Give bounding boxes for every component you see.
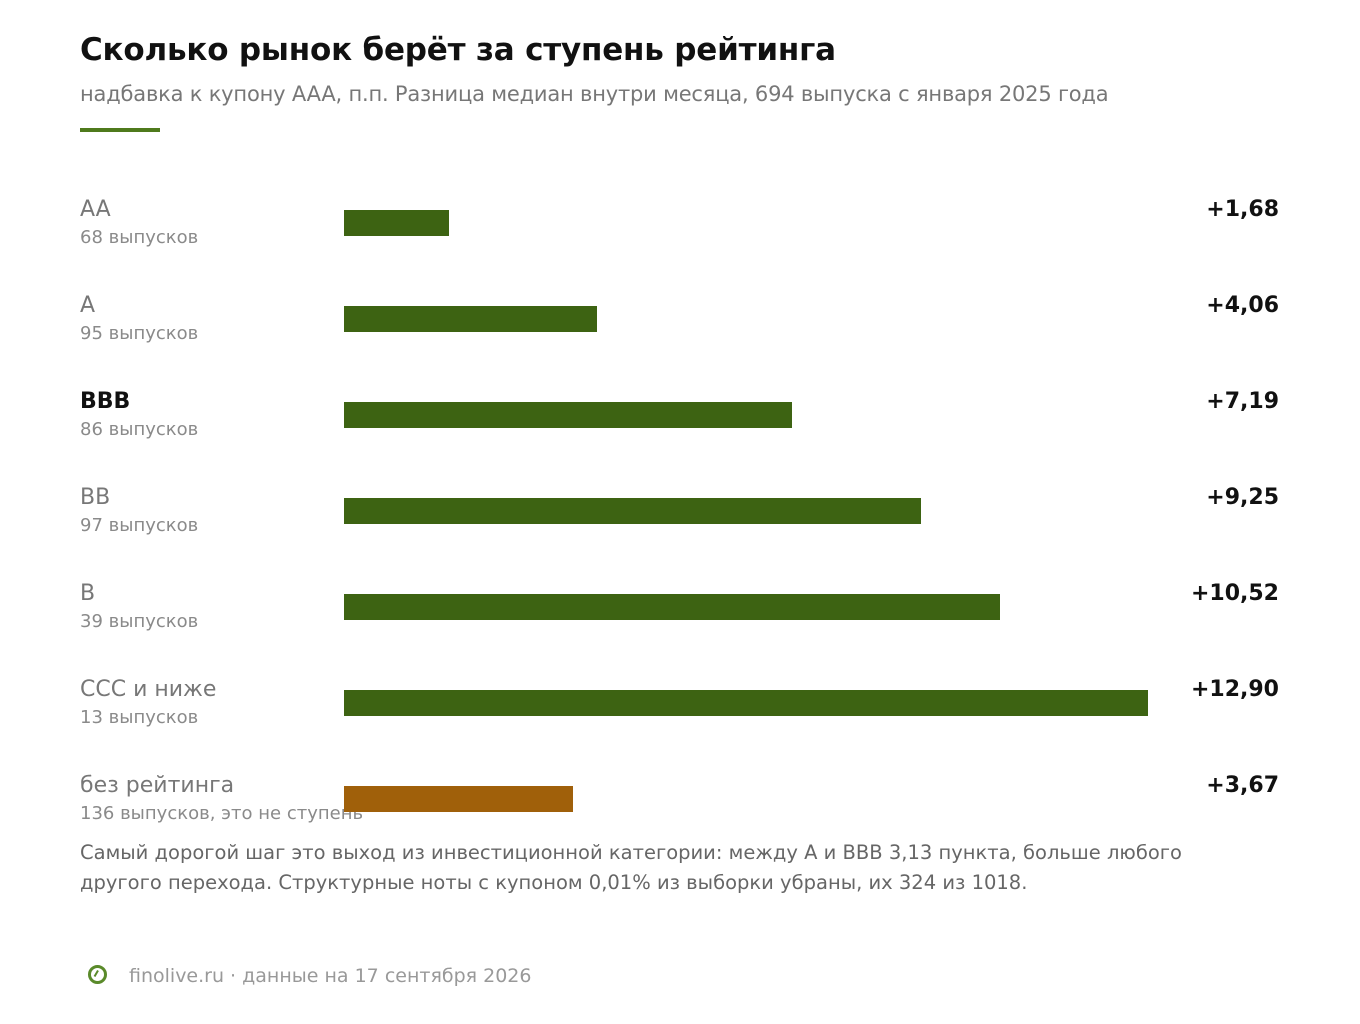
category-label: B [80,581,96,606]
category-label: A [80,293,96,318]
category-count: 95 выпусков [80,323,199,344]
category-count: 97 выпусков [80,515,199,536]
category-label: без рейтинга [80,773,235,798]
bar [344,210,449,236]
value-label: +9,25 [1206,485,1279,510]
footer-source: finolive.ru · данные на 17 сентября 2026 [129,965,532,987]
value-label: +3,67 [1206,773,1279,798]
category-count: 86 выпусков [80,419,199,440]
category-count: 136 выпусков, это не ступень [80,803,364,824]
bar [344,306,597,332]
bar-row: AA 68 выпусков +1,68 [0,197,1360,300]
value-label: +1,68 [1206,197,1279,222]
category-count: 39 выпусков [80,611,199,632]
category-label: BBB [80,389,131,414]
bar [344,594,1000,620]
bar [344,498,921,524]
bar [344,690,1148,716]
category-label: BB [80,485,111,510]
category-count: 68 выпусков [80,227,199,248]
chart-title: Сколько рынок берёт за ступень рейтинга [80,32,836,68]
value-label: +4,06 [1206,293,1279,318]
bar-row: без рейтинга 136 выпусков, это не ступень… [0,773,1360,876]
bar-row: CCC и ниже 13 выпусков +12,90 [0,677,1360,780]
chart-note: Самый дорогой шаг это выход из инвестици… [80,841,1182,894]
value-label: +10,52 [1190,581,1279,606]
category-label: CCC и ниже [80,677,217,702]
finolive-logo-icon [88,965,107,984]
bar-row: BBB 86 выпусков +7,19 [0,389,1360,492]
chart-subtitle: надбавка к купону AAA, п.п. Разница меди… [80,82,1109,106]
value-label: +12,90 [1190,677,1279,702]
value-label: +7,19 [1206,389,1279,414]
bar [344,402,792,428]
category-label: AA [80,197,111,222]
accent-rule [80,128,160,132]
bar-row: BB 97 выпусков +9,25 [0,485,1360,588]
bar [344,786,573,812]
bar-row: A 95 выпусков +4,06 [0,293,1360,396]
footer: finolive.ru · данные на 17 сентября 2026 [88,965,531,987]
category-count: 13 выпусков [80,707,199,728]
bar-row: B 39 выпусков +10,52 [0,581,1360,684]
